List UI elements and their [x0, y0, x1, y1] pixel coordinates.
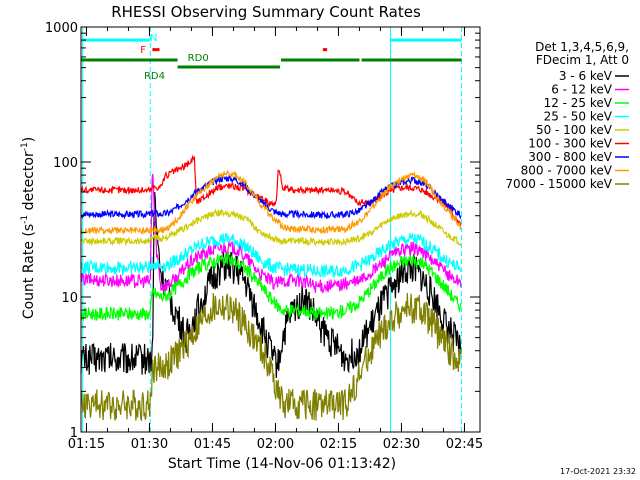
series-line — [80, 174, 462, 220]
series-layer — [80, 154, 462, 422]
legend-entry-label: 25 - 50 keV — [544, 110, 613, 124]
y-label-sup-2: -1 — [20, 142, 30, 151]
legend-header-line-1: Det 1,3,4,5,6,9, — [535, 40, 629, 54]
legend-entry-label: 300 - 800 keV — [528, 150, 612, 164]
legend-entry-label: 12 - 25 keV — [544, 96, 613, 110]
x-axis-label: Start Time (14-Nov-06 01:13:42) — [168, 456, 396, 472]
y-tick-label: 1000 — [45, 21, 78, 36]
x-tick-label: 02:15 — [320, 437, 357, 452]
y-label-part-2: detector — [21, 151, 37, 215]
series-line — [80, 292, 462, 422]
y-label-sup-1: -1 — [20, 215, 30, 224]
series-line — [80, 232, 462, 279]
flag-bars: NF RD0 RD4 — [81, 33, 462, 82]
x-tick-label: 01:45 — [194, 437, 231, 452]
legend: Det 1,3,4,5,6,9, FDecim 1, Att 0 3 - 6 k… — [505, 40, 629, 191]
series-line — [80, 173, 462, 294]
legend-entry-label: 800 - 7000 keV — [521, 164, 613, 178]
legend-entry-label: 50 - 100 keV — [536, 123, 613, 137]
x-tick-label: 02:30 — [383, 437, 420, 452]
x-tick-label: 01:15 — [68, 437, 105, 452]
legend-entry-label: 7000 - 15000 keV — [505, 177, 612, 191]
axes: 1 10 100 1000 01:15 01:30 01:45 02:00 02:15 02:30… — [45, 21, 483, 452]
y-tick-label: 10 — [61, 291, 78, 306]
series-line — [80, 169, 461, 236]
x-tick-label: 02:45 — [446, 437, 483, 452]
y-axis-label: Count Rate (s-1 detector-1) — [20, 137, 37, 319]
flag-label: N — [150, 33, 157, 44]
y-label-part-1: Count Rate (s — [21, 224, 37, 319]
legend-entry-label: 100 - 300 keV — [528, 137, 612, 151]
chart-title: RHESSI Observing Summary Count Rates — [111, 3, 421, 21]
plot-frame — [80, 26, 481, 433]
flag-label: RD4 — [144, 71, 165, 82]
flag-label: RD0 — [188, 53, 209, 64]
y-tick-label: 1 — [70, 426, 78, 441]
series-line — [80, 252, 462, 322]
series-line — [80, 154, 462, 227]
series-line — [80, 208, 462, 247]
y-label-part-3: ) — [21, 137, 37, 142]
legend-entry-label: 3 - 6 keV — [559, 69, 613, 83]
legend-entry-label: 6 - 12 keV — [551, 83, 613, 97]
x-tick-label: 01:30 — [131, 437, 168, 452]
flag-label: F — [140, 45, 146, 56]
legend-header-line-2: FDecim 1, Att 0 — [536, 53, 629, 67]
series-line — [80, 191, 462, 379]
x-tick-label: 02:00 — [257, 437, 294, 452]
y-tick-label: 100 — [53, 156, 78, 171]
footer-date: 17-Oct-2021 23:32 — [560, 467, 636, 476]
